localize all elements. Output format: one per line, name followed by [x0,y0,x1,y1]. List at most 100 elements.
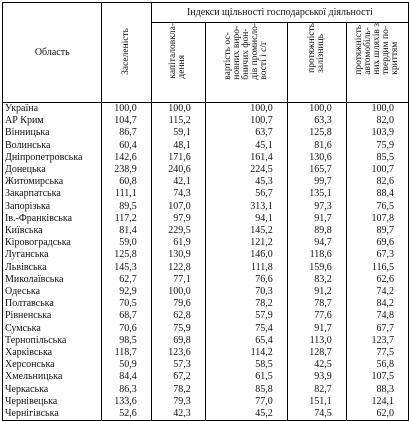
index-value: 91,7 [286,322,347,335]
index-value: 171,6 [150,151,206,165]
region-name: Хмельницька [1,371,103,384]
index-value: 74,3 [150,188,206,201]
index-value: 85,5 [345,151,409,165]
index-value: 107,0 [150,200,206,213]
capital-investment-label: капіталовкла- дення [168,23,188,79]
region-name: Луганська [1,249,103,262]
index-value: 125,8 [101,249,152,262]
index-value: 45,3 [204,176,288,189]
table-row: Волинська 60,4 48,1 45,1 81,6 75,9 [1,139,409,152]
index-value: 77,1 [150,273,206,287]
index-value: 79,6 [150,298,206,311]
index-value: 100,0 [150,102,206,116]
index-value: 78,7 [286,298,347,311]
index-value: 145,2 [204,225,288,238]
index-value: 128,7 [286,347,347,360]
index-value: 116,5 [345,261,409,274]
region-header-label: Область [34,47,70,58]
index-value: 42,5 [286,359,347,372]
table-row: Ів.-Франківська 117,2 97,9 94,1 91,7 107,8 [1,212,409,226]
index-value: 82,6 [345,176,409,189]
region-name: Волинська [1,139,103,152]
table-row: Тернопільська 98,5 69,8 65,4 113,0 123,7 [1,334,409,348]
index-value: 229,5 [150,225,206,238]
index-value: 142,6 [101,151,152,165]
region-name: Київська [1,225,103,238]
table-row: Україна 100,0 100,0 100,0 100,0 100,0 [1,102,409,116]
index-value: 100,0 [101,102,152,116]
region-name: Донецька [1,164,103,177]
index-value: 113,0 [286,334,347,348]
index-value: 52,6 [101,408,152,421]
index-value: 161,4 [204,151,288,165]
index-value: 107,5 [345,371,409,384]
group-header: Індекси щільності господарської діяльнос… [150,2,409,23]
table-row: Чернівецька 133,6 79,3 77,0 151,1 124,1 [1,395,409,409]
table-row: Чернігівська 52,6 42,3 45,2 74,5 62,0 [1,408,409,421]
index-value: 165,7 [286,164,347,177]
index-value: 91,7 [286,212,347,226]
region-name: Полтавська [1,298,103,311]
index-value: 151,1 [286,395,347,409]
index-value: 100,0 [204,102,288,116]
index-value: 79,3 [150,395,206,409]
index-value: 81,6 [286,139,347,152]
table-row: АР Крим 104,7 115,2 100,7 63,3 82,0 [1,115,409,128]
railways-header: протяжність залізниць [286,22,347,103]
index-value: 48,1 [150,139,206,152]
index-value: 114,2 [204,347,288,360]
region-name: Тернопільська [1,334,103,348]
region-name: Закарпатська [1,188,103,201]
region-name: Рівненська [1,310,103,323]
index-value: 135,1 [286,188,347,201]
index-value: 62,6 [345,273,409,287]
region-name: Дніпропетровська [1,151,103,165]
index-value: 146,0 [204,249,288,262]
index-value: 97,3 [286,200,347,213]
region-name: Сумська [1,322,103,335]
index-value: 84,4 [101,371,152,384]
index-value: 76,5 [345,200,409,213]
index-value: 70,5 [101,298,152,311]
table-row: Луганська 125,8 130,9 146,0 118,6 67,3 [1,249,409,262]
table-row: Дніпропетровська 142,6 171,6 161,4 130,6 85,5 [1,151,409,165]
index-value: 92,9 [101,286,152,299]
index-value: 42,1 [150,176,206,189]
table-row: Кіровоградська 59,0 61,9 121,2 94,7 69,6 [1,237,409,250]
index-value: 70,3 [204,286,288,299]
index-value: 59,1 [150,127,206,140]
index-value: 67,7 [345,322,409,335]
index-value: 115,2 [150,115,206,128]
index-value: 74,8 [345,310,409,323]
index-value: 77,5 [345,347,409,360]
table-row: Київська 81,4 229,5 145,2 89,8 89,7 [1,225,409,238]
table-row: Миколаївська 62,7 77,1 76,6 83,2 62,6 [1,273,409,287]
index-value: 61,9 [150,237,206,250]
table-row: Одеська 92,9 100,0 70,3 91,2 74,2 [1,286,409,299]
index-value: 103,9 [345,127,409,140]
index-value: 56,8 [345,359,409,372]
fixed-assets-label: вартість ос- новних виро- бничих фон- ді… [222,23,269,80]
index-value: 69,6 [345,237,409,250]
index-value: 67,3 [345,249,409,262]
index-value: 77,0 [204,395,288,409]
index-value: 86,7 [101,127,152,140]
index-value: 94,7 [286,237,347,250]
index-value: 81,4 [101,225,152,238]
index-value: 45,2 [204,408,288,421]
index-value: 83,2 [286,273,347,287]
index-value: 63,3 [286,115,347,128]
index-value: 99,7 [286,176,347,189]
index-value: 124,1 [345,395,409,409]
table-body: Україна 100,0 100,0 100,0 100,0 100,0 АР Крим 1… [1,102,409,421]
index-value: 125,8 [286,127,347,140]
table-row: Черкаська 86,3 78,2 85,8 82,7 88,3 [1,383,409,396]
population-header: Заселеність [101,2,152,103]
index-value: 123,7 [345,334,409,348]
region-name: Житомирська [1,176,103,189]
region-name: Вінницька [1,127,103,140]
table-row: Хмельницька 84,4 67,2 61,5 93,9 107,5 [1,371,409,384]
index-value: 111,1 [101,188,152,201]
region-header: Область [1,2,103,103]
